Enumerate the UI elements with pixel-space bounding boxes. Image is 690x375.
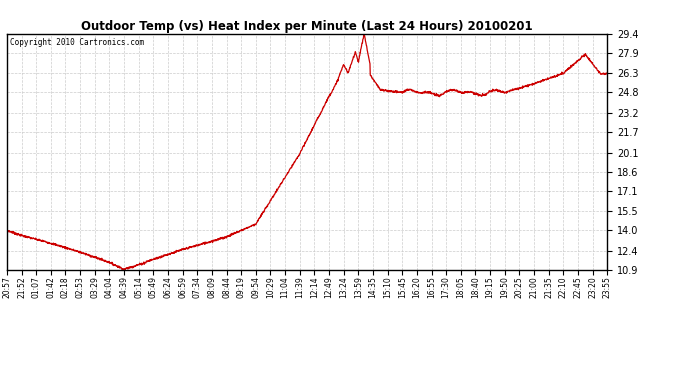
Title: Outdoor Temp (vs) Heat Index per Minute (Last 24 Hours) 20100201: Outdoor Temp (vs) Heat Index per Minute …: [81, 20, 533, 33]
Text: Copyright 2010 Cartronics.com: Copyright 2010 Cartronics.com: [10, 39, 144, 48]
